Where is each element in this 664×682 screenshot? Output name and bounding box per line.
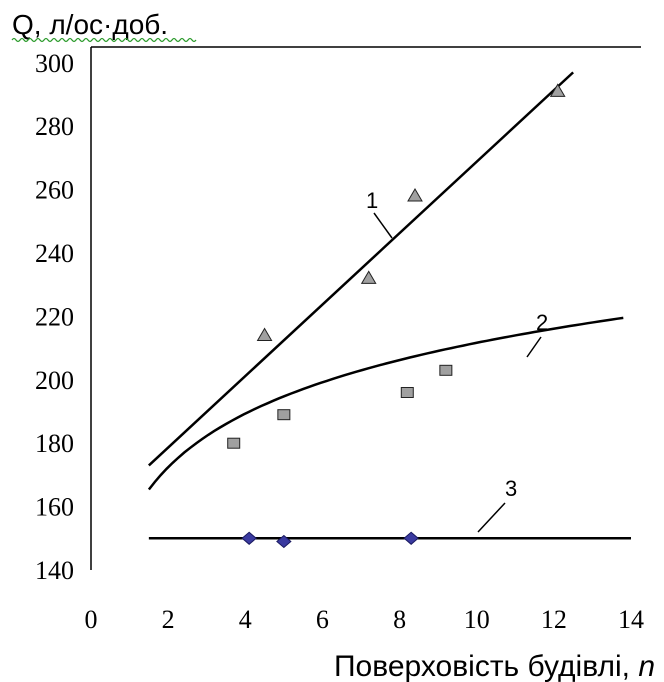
y-tick-label: 240 [35, 239, 74, 268]
series-label-leader [373, 212, 393, 239]
x-axis-label-main: Поверховість будівлі, [334, 650, 638, 682]
x-axis-label-variable: n [638, 650, 655, 682]
x-tick-label: 14 [618, 605, 644, 634]
series-label-leader [477, 502, 506, 533]
diamond-marker [241, 531, 257, 545]
x-tick-label: 10 [464, 605, 490, 634]
series-label: 3 [505, 476, 517, 501]
trend-line-1 [148, 71, 574, 467]
triangle-marker [360, 270, 377, 284]
x-axis-label: Поверховість будівлі, n [334, 650, 655, 682]
square-marker [277, 409, 291, 421]
series-label-leader [526, 336, 542, 358]
square-marker [227, 437, 241, 449]
triangle-marker [407, 187, 423, 202]
x-tick-label: 0 [85, 605, 98, 634]
y-tick-label: 220 [35, 302, 74, 331]
y-tick-label: 260 [35, 176, 74, 205]
square-marker [400, 386, 414, 398]
diamond-marker [276, 534, 292, 549]
diamond-marker [403, 531, 419, 545]
square-marker [439, 364, 453, 376]
y-tick-label: 140 [35, 556, 74, 585]
fit-lines [147, 71, 631, 540]
y-tick-label: 300 [35, 49, 74, 78]
series-labels: 1 2 3 [366, 188, 548, 533]
y-tick-label: 280 [35, 112, 74, 141]
y-tick-label: 200 [35, 366, 74, 395]
trend-line-2 [147, 316, 624, 491]
markers [227, 83, 566, 549]
spellcheck-underline [11, 37, 197, 43]
x-tick-label: 12 [541, 605, 567, 634]
series-label: 2 [536, 310, 548, 335]
triangle-marker [549, 83, 566, 97]
x-tick-labels: 0 2 4 6 8 10 12 14 [85, 605, 645, 634]
x-tick-label: 8 [393, 605, 406, 634]
series-label: 1 [366, 188, 378, 213]
x-tick-label: 4 [239, 605, 252, 634]
y-tick-label: 160 [35, 493, 74, 522]
y-tick-labels: 140 160 180 200 220 240 260 280 300 [35, 49, 74, 585]
y-axis-label: Q, л/ос·доб. [12, 9, 168, 40]
x-tick-label: 6 [316, 605, 329, 634]
x-tick-label: 2 [162, 605, 175, 634]
y-tick-label: 180 [35, 429, 74, 458]
plot-area [90, 46, 641, 570]
triangle-marker [256, 327, 273, 341]
